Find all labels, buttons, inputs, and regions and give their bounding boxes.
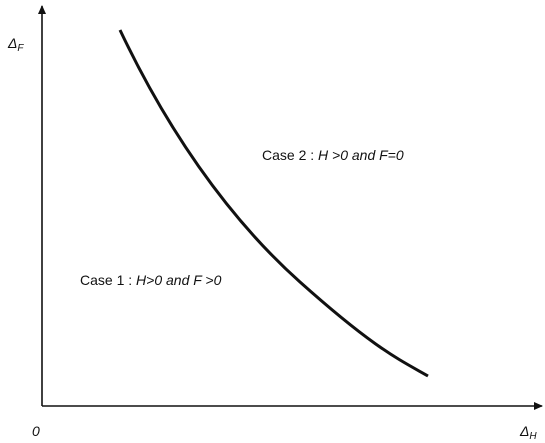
y-axis-label: ΔF [7,35,24,54]
origin-label: 0 [32,423,40,439]
region-condition: H >0 and F=0 [318,147,404,163]
y-axis-subscript: F [17,43,24,54]
x-axis-subscript: H [529,431,537,442]
x-axis-symbol: Δ [519,423,529,439]
x-axis-label: ΔH [519,423,537,442]
boundary-curve [118,29,429,378]
region-label: Case 1 : H>0 and F >0 [80,272,222,288]
region-name: Case 2 : [262,147,314,163]
region-name: Case 1 : [80,272,132,288]
y-axis-symbol: Δ [7,35,17,51]
region-label: Case 2 : H >0 and F=0 [262,147,404,163]
region-condition: H>0 and F >0 [136,272,222,288]
